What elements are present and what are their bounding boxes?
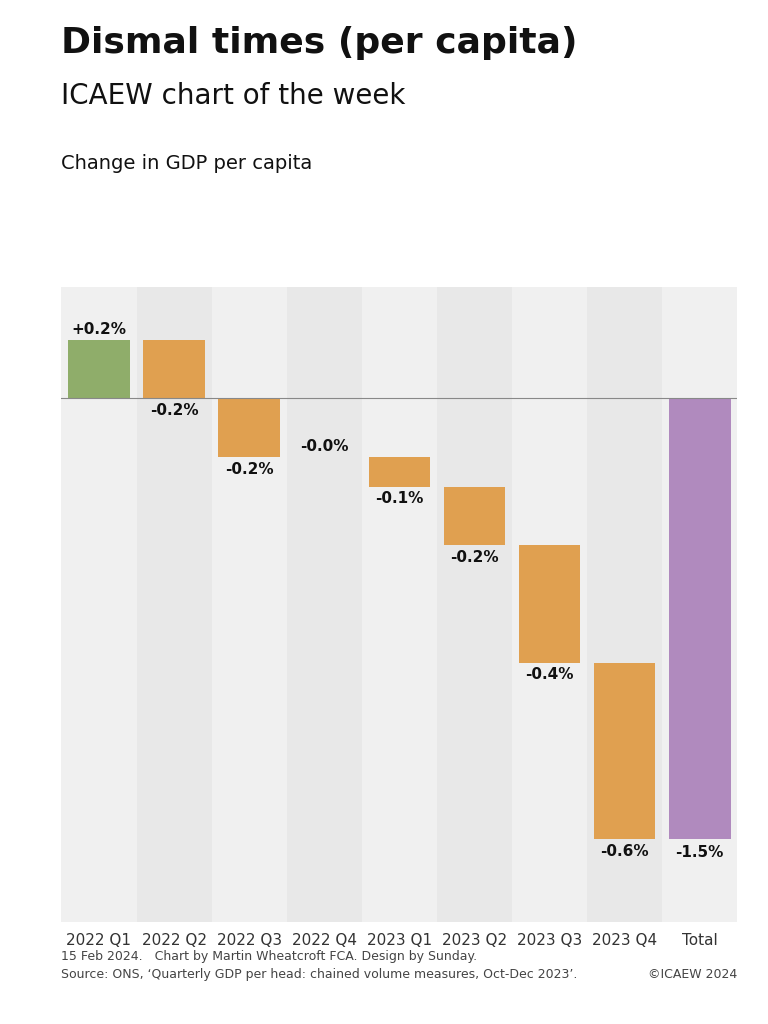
Bar [144, 340, 205, 398]
Bar [286, 287, 362, 922]
Bar [518, 546, 581, 663]
Text: ICAEW chart of the week: ICAEW chart of the week [61, 82, 406, 110]
Text: Source: ONS, ‘Quarterly GDP per head: chained volume measures, Oct-Dec 2023’.: Source: ONS, ‘Quarterly GDP per head: ch… [61, 968, 578, 981]
Text: ©ICAEW 2024: ©ICAEW 2024 [648, 968, 737, 981]
Text: -0.1%: -0.1% [376, 490, 423, 506]
Bar [669, 398, 730, 840]
Text: -0.2%: -0.2% [150, 402, 198, 418]
Text: -0.0%: -0.0% [300, 439, 349, 455]
Text: -0.4%: -0.4% [525, 668, 574, 682]
Bar [662, 287, 737, 922]
Bar [61, 287, 137, 922]
Bar [212, 287, 286, 922]
Bar [594, 663, 655, 840]
Bar [137, 287, 212, 922]
Bar [362, 287, 437, 922]
Text: -0.2%: -0.2% [450, 550, 498, 565]
Text: -0.6%: -0.6% [601, 844, 649, 859]
Bar [218, 398, 280, 457]
Text: Change in GDP per capita: Change in GDP per capita [61, 154, 313, 173]
Text: -1.5%: -1.5% [676, 845, 724, 860]
Text: -0.2%: -0.2% [225, 462, 273, 476]
Bar [369, 457, 430, 486]
Text: Dismal times (per capita): Dismal times (per capita) [61, 26, 578, 59]
Text: 15 Feb 2024.   Chart by Martin Wheatcroft FCA. Design by Sunday.: 15 Feb 2024. Chart by Martin Wheatcroft … [61, 950, 478, 964]
Bar [512, 287, 587, 922]
Bar [587, 287, 662, 922]
Text: +0.2%: +0.2% [71, 322, 127, 337]
Bar [444, 486, 505, 546]
Bar [68, 340, 130, 398]
Bar [437, 287, 512, 922]
